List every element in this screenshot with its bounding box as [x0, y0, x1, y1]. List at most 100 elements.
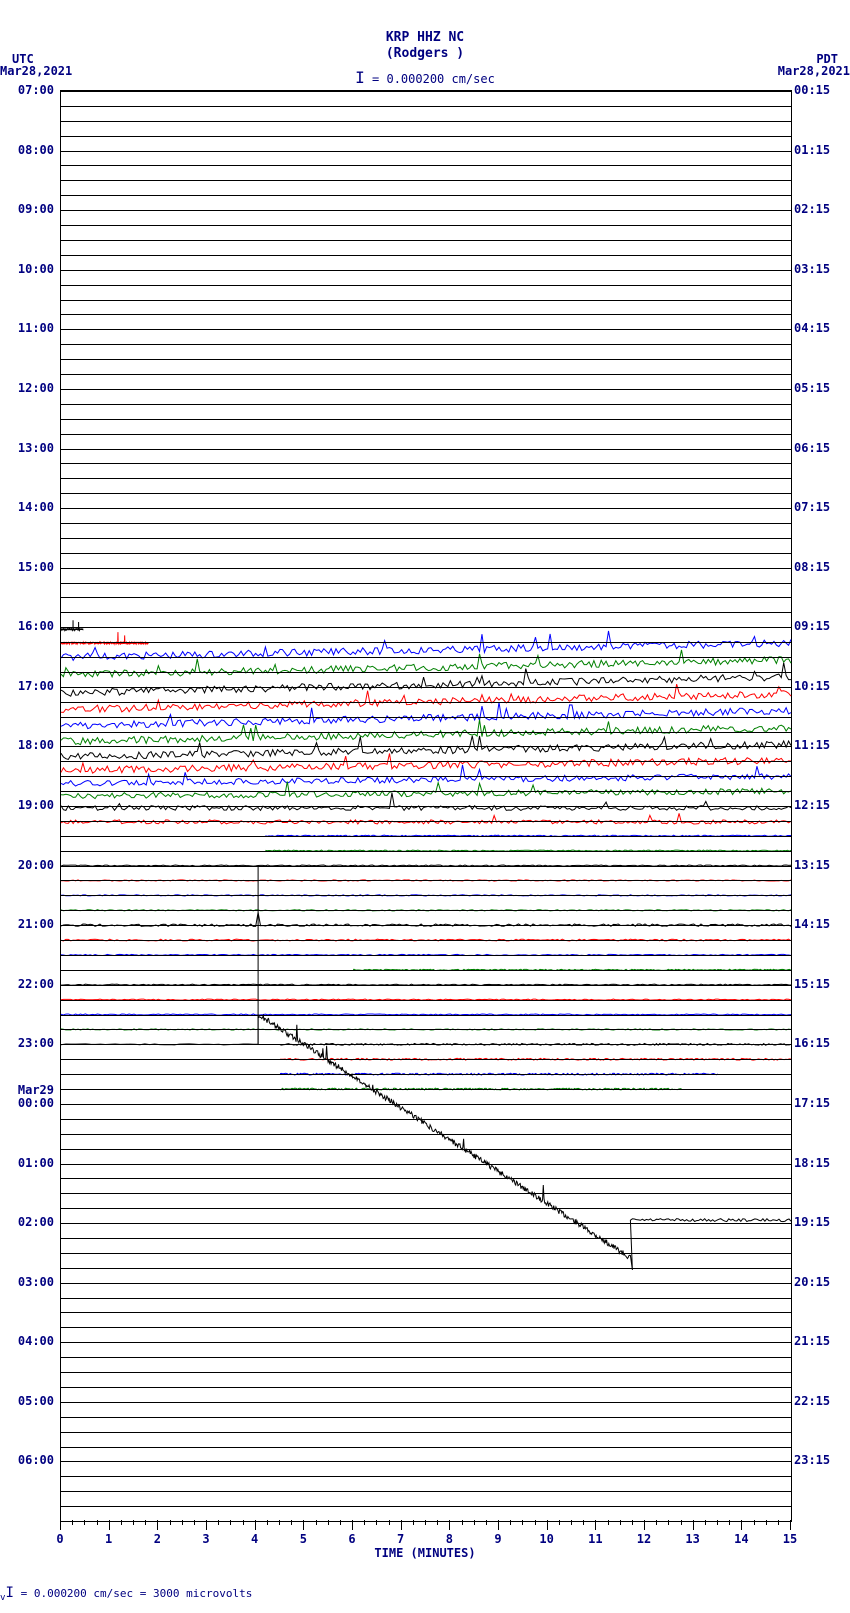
x-tick-label: 1: [105, 1532, 112, 1546]
x-tick-label: 2: [154, 1532, 161, 1546]
gridline: [61, 627, 791, 628]
gridline: [61, 1253, 791, 1254]
utc-time-label: 16:00: [0, 619, 54, 633]
utc-time-label: 07:00: [0, 83, 54, 97]
pdt-time-label: 03:15: [794, 262, 848, 276]
gridline: [61, 523, 791, 524]
pdt-time-label: 05:15: [794, 381, 848, 395]
x-minor-tick: [656, 1520, 657, 1525]
gridline: [61, 1134, 791, 1135]
gridline: [61, 1372, 791, 1373]
station-title: KRP HHZ NC: [0, 30, 850, 45]
gridline: [61, 1283, 791, 1284]
gridline: [61, 657, 791, 658]
utc-time-label: 08:00: [0, 143, 54, 157]
pdt-time-label: 13:15: [794, 858, 848, 872]
utc-time-label: 10:00: [0, 262, 54, 276]
gridline: [61, 538, 791, 539]
x-minor-tick: [340, 1520, 341, 1525]
x-minor-tick: [267, 1520, 268, 1525]
gridline: [61, 925, 791, 926]
gridline: [61, 165, 791, 166]
gridline: [61, 836, 791, 837]
gridline: [61, 314, 791, 315]
x-tick: [644, 1520, 645, 1530]
pdt-time-label: 07:15: [794, 500, 848, 514]
seismic-trace: [61, 684, 791, 712]
x-tick: [401, 1520, 402, 1530]
gridline: [61, 195, 791, 196]
footer-scale: vI = 0.000200 cm/sec = 3000 microvolts: [0, 1585, 252, 1603]
x-tick-label: 14: [734, 1532, 748, 1546]
gridline: [61, 583, 791, 584]
pdt-time-label: 12:15: [794, 798, 848, 812]
gridline: [61, 389, 791, 390]
gridline: [61, 508, 791, 509]
gridline: [61, 1447, 791, 1448]
gridline: [61, 1000, 791, 1001]
gridline: [61, 1104, 791, 1105]
pdt-time-label: 02:15: [794, 202, 848, 216]
x-minor-tick: [425, 1520, 426, 1525]
x-tick: [109, 1520, 110, 1530]
x-minor-tick: [681, 1520, 682, 1525]
utc-time-label: 03:00: [0, 1275, 54, 1289]
x-minor-tick: [754, 1520, 755, 1525]
gridline: [61, 1342, 791, 1343]
pdt-time-label: 10:15: [794, 679, 848, 693]
utc-time-label: 18:00: [0, 738, 54, 752]
gridline: [61, 1268, 791, 1269]
gridline: [61, 1208, 791, 1209]
gridline: [61, 463, 791, 464]
gridline: [61, 1387, 791, 1388]
x-tick-label: 12: [637, 1532, 651, 1546]
gridline: [61, 672, 791, 673]
gridline: [61, 1521, 791, 1522]
x-tick-label: 7: [397, 1532, 404, 1546]
x-tick-label: 5: [300, 1532, 307, 1546]
gridline: [61, 300, 791, 301]
x-tick: [693, 1520, 694, 1530]
pdt-time-label: 20:15: [794, 1275, 848, 1289]
utc-time-label: 15:00: [0, 560, 54, 574]
utc-time-label: 14:00: [0, 500, 54, 514]
gridline: [61, 434, 791, 435]
pdt-time-label: 00:15: [794, 83, 848, 97]
utc-time-label: 20:00: [0, 858, 54, 872]
x-axis-label: TIME (MINUTES): [60, 1546, 790, 1560]
gridline: [61, 106, 791, 107]
gridline: [61, 1298, 791, 1299]
gridline: [61, 210, 791, 211]
x-minor-tick: [583, 1520, 584, 1525]
pdt-time-label: 06:15: [794, 441, 848, 455]
gridline: [61, 1506, 791, 1507]
gridline: [61, 1238, 791, 1239]
x-minor-tick: [133, 1520, 134, 1525]
pdt-time-label: 15:15: [794, 977, 848, 991]
gridline: [61, 1015, 791, 1016]
x-tick-label: 9: [494, 1532, 501, 1546]
gridline: [61, 880, 791, 881]
scale-indicator: I = 0.000200 cm/sec: [0, 68, 850, 87]
x-tick-label: 13: [685, 1532, 699, 1546]
utc-time-label: 11:00: [0, 321, 54, 335]
x-minor-tick: [632, 1520, 633, 1525]
gridline: [61, 1223, 791, 1224]
gridline: [61, 404, 791, 405]
utc-time-label: 01:00: [0, 1156, 54, 1170]
utc-time-label: 04:00: [0, 1334, 54, 1348]
gridline: [61, 1178, 791, 1179]
gridline: [61, 1044, 791, 1045]
utc-time-label: 19:00: [0, 798, 54, 812]
x-minor-tick: [717, 1520, 718, 1525]
gridline: [61, 1312, 791, 1313]
x-minor-tick: [194, 1520, 195, 1525]
utc-time-label: 17:00: [0, 679, 54, 693]
gridline: [61, 955, 791, 956]
pdt-time-label: 14:15: [794, 917, 848, 931]
seismic-trace: [61, 702, 791, 728]
x-minor-tick: [510, 1520, 511, 1525]
gridline: [61, 329, 791, 330]
x-minor-tick: [559, 1520, 560, 1525]
diagonal-trace: [61, 1014, 791, 1270]
